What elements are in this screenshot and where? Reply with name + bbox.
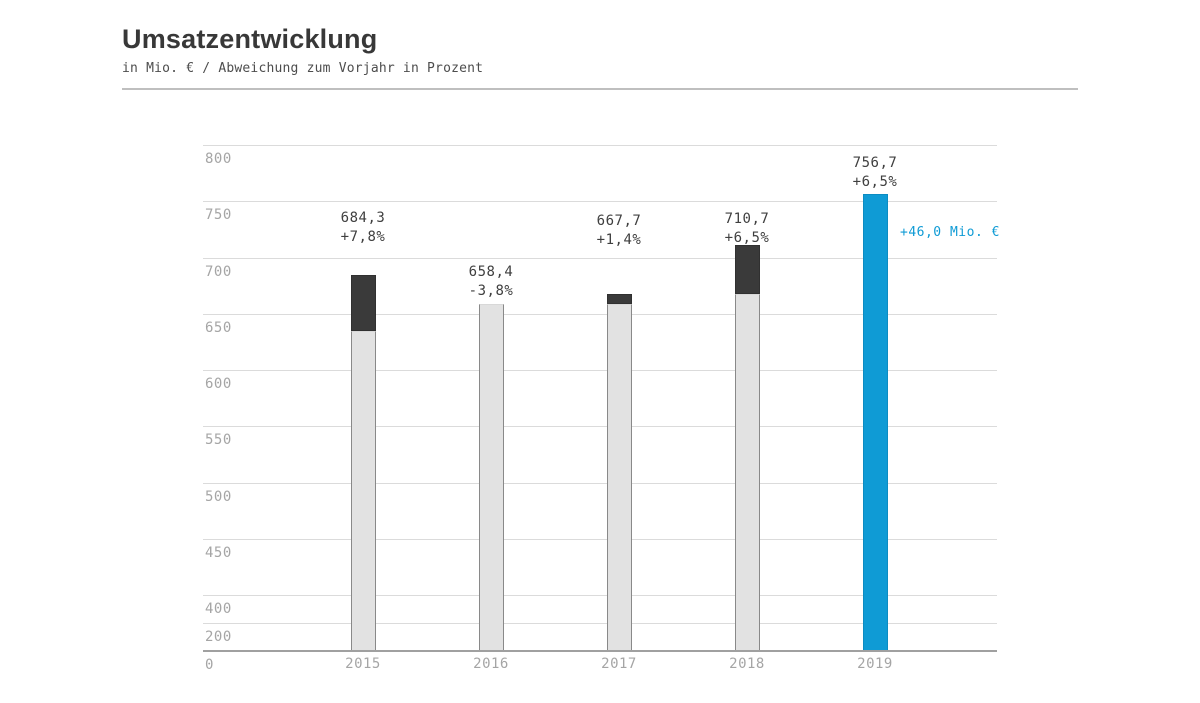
y-axis-label: 700 (205, 264, 232, 280)
x-axis-label: 2017 (601, 656, 637, 672)
bar-2017 (607, 304, 632, 652)
change-line: -3,8% (468, 283, 514, 299)
y-axis-label: 750 (205, 207, 232, 223)
bar-value-label: 684,3 +7,8% (303, 209, 423, 247)
y-axis-label: 500 (205, 489, 232, 505)
value-line: 756,7 (852, 155, 898, 171)
x-axis-label: 2015 (345, 656, 381, 672)
x-axis-label: 2018 (729, 656, 765, 672)
y-axis-label: 600 (205, 376, 232, 392)
value-line: 658,4 (468, 264, 514, 280)
y-axis-label: 0 (205, 657, 214, 673)
x-axis-label: 2019 (857, 656, 893, 672)
bar-value-label: 667,7 +1,4% (559, 212, 679, 250)
y-axis-label: 650 (205, 320, 232, 336)
bar-2015-growth-cap (351, 275, 376, 331)
change-line: +1,4% (596, 232, 642, 248)
gridline (203, 201, 997, 202)
gridline (203, 539, 997, 540)
gridline (203, 314, 997, 315)
gridline (203, 426, 997, 427)
value-line: 710,7 (724, 211, 770, 227)
gridline (203, 623, 997, 624)
x-axis-label: 2016 (473, 656, 509, 672)
y-axis-label: 400 (205, 601, 232, 617)
x-axis-baseline (203, 650, 997, 652)
bar-2016 (479, 304, 504, 652)
gridline (203, 483, 997, 484)
value-line: 684,3 (340, 210, 386, 226)
y-axis-label: 450 (205, 545, 232, 561)
bar-2019 (863, 194, 888, 652)
change-line: +6,5% (852, 174, 898, 190)
bar-2018 (735, 294, 760, 652)
gridline (203, 595, 997, 596)
bar-value-label: 658,4 -3,8% (431, 263, 551, 301)
value-line: 667,7 (596, 213, 642, 229)
gridline (203, 145, 997, 146)
chart-title: Umsatzentwicklung (122, 24, 378, 54)
header-divider (122, 88, 1078, 90)
gridline (203, 370, 997, 371)
y-axis-label: 800 (205, 151, 232, 167)
bar-value-label: 756,7 +6,5% (815, 154, 935, 192)
y-axis-label: 200 (205, 629, 232, 645)
gridline (203, 258, 997, 259)
bar-2018-growth-cap (735, 245, 760, 294)
y-axis-label: 550 (205, 432, 232, 448)
bar-2015 (351, 331, 376, 652)
chart-subtitle: in Mio. € / Abweichung zum Vorjahr in Pr… (122, 61, 484, 76)
change-line: +6,5% (724, 230, 770, 246)
bar-value-label: 710,7 +6,5% (687, 210, 807, 248)
bar-2017-growth-cap (607, 294, 632, 304)
change-line: +7,8% (340, 229, 386, 245)
growth-annotation: +46,0 Mio. € (900, 225, 1000, 240)
